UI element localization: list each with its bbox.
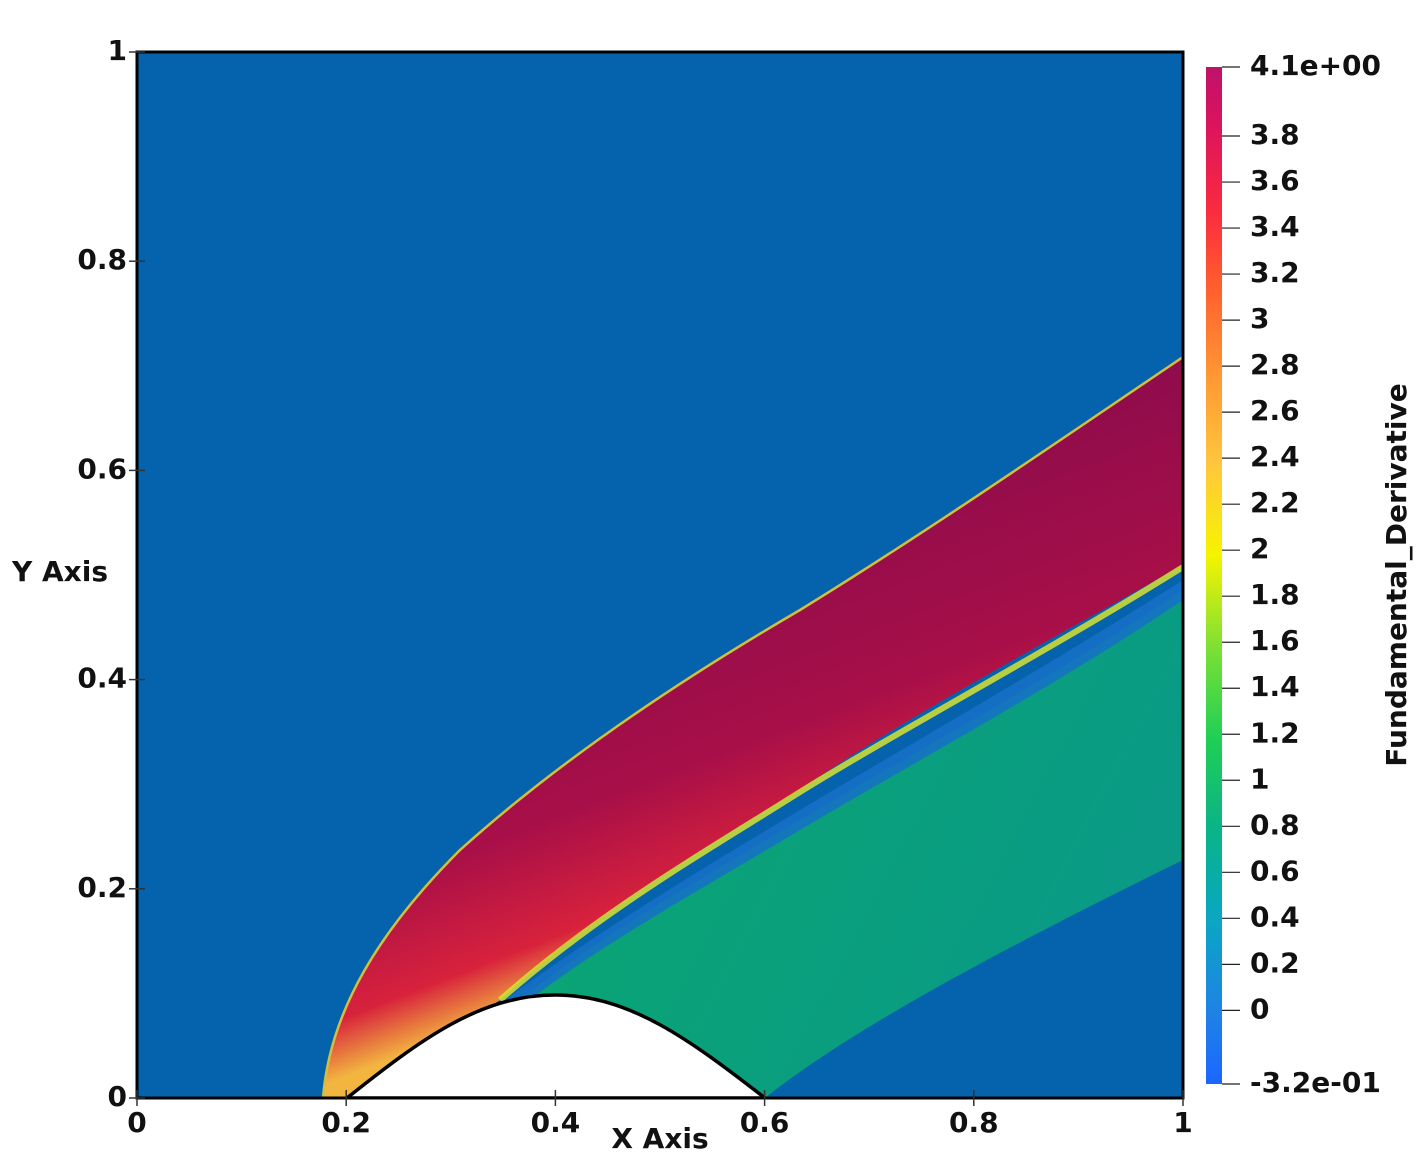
colorbar-tick-label: 0.6 [1250,854,1300,887]
colorbar-tick-label: 2.2 [1250,486,1300,519]
plot-frame [135,50,1185,1100]
field [137,52,1183,1098]
colorbar-tick-label: 3.4 [1250,210,1300,243]
colorbar-tick-label: 0 [1250,992,1269,1025]
colorbar-tick-label: 1.8 [1250,578,1300,611]
colorbar-tick-label: 2.8 [1250,348,1300,381]
y-tick-label: 0 [108,1080,127,1113]
x-tick-label: 0.8 [949,1106,999,1139]
colorbar-tick-label: 2 [1250,532,1269,565]
x-tick-label: 0.4 [531,1106,581,1139]
x-tick-label: 0.2 [321,1106,371,1139]
colorbar-tick-label: 2.6 [1250,394,1300,427]
colorbar-tick-label: 1.4 [1250,670,1300,703]
shock-line [321,355,1183,1098]
colorbar-tick-label: 0.8 [1250,808,1300,841]
x-tick-label: 1 [1173,1106,1192,1139]
colorbar-tick-label: 0.2 [1250,946,1300,979]
y-tick-label: 0.6 [77,452,127,485]
colorbar-tick-label: 1.6 [1250,624,1300,657]
y-tick-label: 1 [108,34,127,67]
red-region [323,357,1183,1098]
colorbar-tick-label: 1.2 [1250,716,1300,749]
green-region [520,590,1183,1098]
x-tick-label: 0.6 [740,1106,790,1139]
colorbar-tick-label: 3.8 [1250,118,1300,151]
blue-wedge [505,580,1183,1000]
x-tick-label: 0 [127,1106,146,1139]
colorbar-tick-label: 2.4 [1250,440,1300,473]
y-axis-label: Y Axis [11,555,108,588]
colorbar-tick-label: 3 [1250,302,1269,335]
colorbar-tick-label: -3.2e-01 [1250,1066,1381,1099]
y-tick-label: 0.2 [77,871,127,904]
y-tick-label: 0.4 [77,662,127,695]
y-tick-label: 0.8 [77,243,127,276]
colorbar-tick-label: 3.2 [1250,256,1300,289]
colorbar-tick-label: 0.4 [1250,900,1300,933]
yellow-line [498,564,1183,1003]
colorbar-tick-label: 3.6 [1250,164,1300,197]
colorbar [1206,67,1222,1084]
colorbar-tick-label: 4.1e+00 [1250,49,1381,82]
bump [344,993,768,1098]
colorbar-tick-label: 1 [1250,762,1269,795]
x-axis-label: X Axis [611,1122,708,1155]
colorbar-title: Fundamental_Derivative [1380,383,1413,767]
